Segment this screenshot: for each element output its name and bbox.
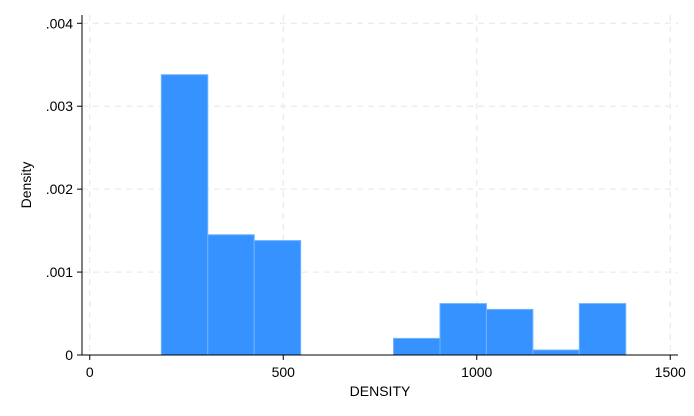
y-ticks: 0 .001 .002 .003 .004 <box>46 15 82 363</box>
y-tick-label: .001 <box>46 264 73 280</box>
histogram-bar <box>485 308 534 356</box>
histogram-bar <box>578 303 627 356</box>
histogram-bar <box>253 240 302 356</box>
y-tick-label: 0 <box>65 347 73 363</box>
x-ticks: 0 500 1000 1500 <box>86 355 686 380</box>
x-tick-label: 1000 <box>461 364 492 380</box>
histogram-bar <box>393 337 441 356</box>
x-tick-label: 0 <box>86 364 94 380</box>
y-tick-label: .004 <box>46 15 73 31</box>
axes <box>81 15 678 356</box>
x-tick-label: 1500 <box>655 364 686 380</box>
histogram-bars <box>160 74 627 356</box>
y-tick-label: .002 <box>46 181 73 197</box>
x-axis-title: DENSITY <box>350 383 411 399</box>
histogram-bar <box>532 349 580 356</box>
histogram-bar <box>160 74 209 356</box>
histogram-bar <box>439 303 487 356</box>
y-axis-title: Density <box>18 162 34 209</box>
histogram-bar <box>207 234 255 356</box>
y-tick-label: .003 <box>46 98 73 114</box>
x-tick-label: 500 <box>272 364 296 380</box>
